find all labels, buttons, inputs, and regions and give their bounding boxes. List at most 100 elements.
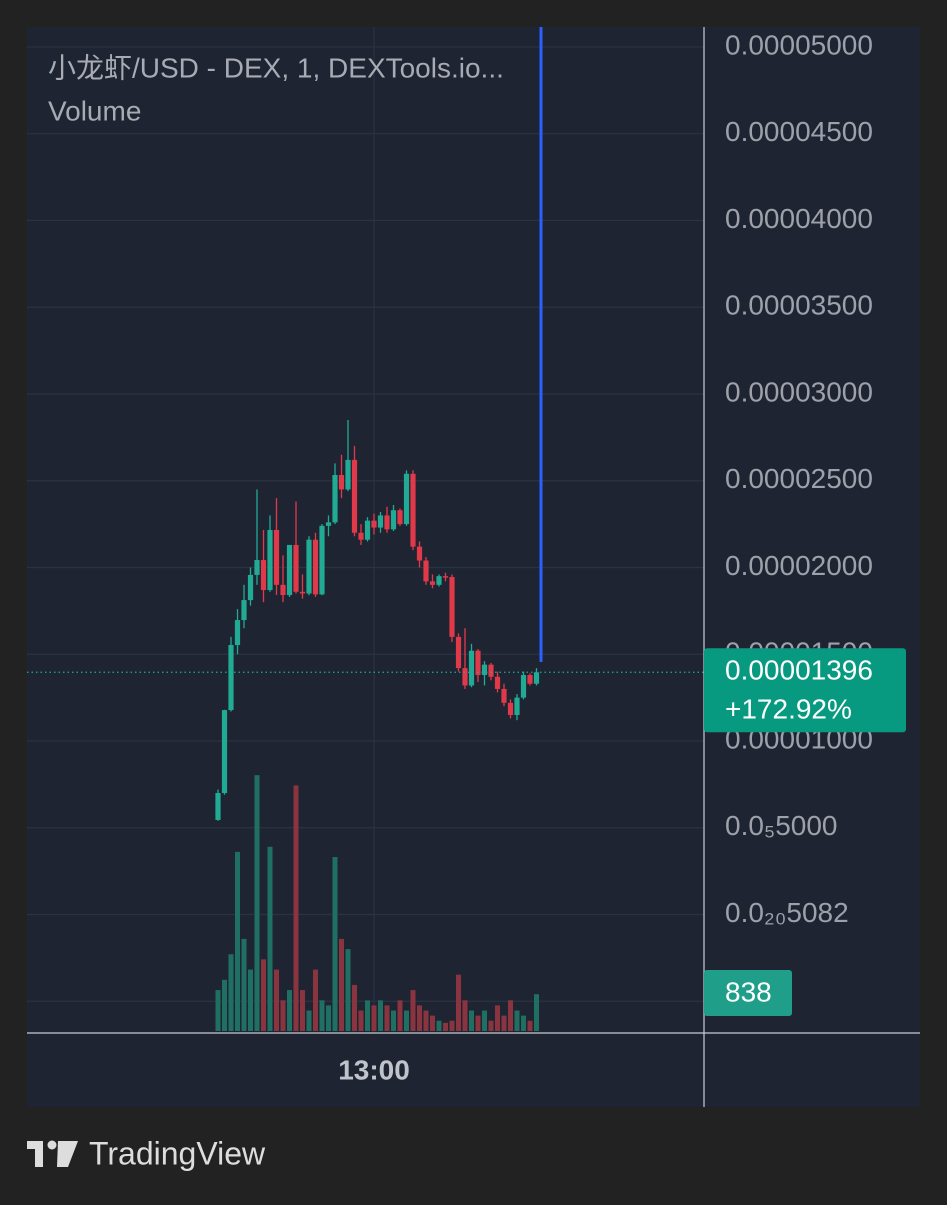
volume-bar — [261, 959, 266, 1031]
candle-body — [403, 473, 410, 525]
candle-body — [436, 576, 442, 585]
candle-body — [377, 515, 384, 528]
candle-body — [293, 544, 299, 592]
volume-pane — [215, 775, 539, 1031]
volume-bar — [521, 1015, 526, 1031]
volume-bar — [391, 1010, 396, 1031]
volume-bar — [228, 954, 234, 1031]
volume-bar — [254, 775, 260, 1031]
y-tick-label: 0.00002500 — [725, 463, 873, 494]
volume-bar — [417, 1005, 422, 1031]
volume-bar — [397, 1000, 403, 1031]
volume-bar — [358, 1010, 364, 1031]
candle-body — [247, 574, 254, 601]
y-tick-label: 0.0₂₀5082 — [725, 897, 849, 928]
volume-bar — [443, 1022, 448, 1031]
candle-body — [410, 473, 416, 547]
volume-badge — [704, 970, 792, 1016]
candle-body — [338, 474, 345, 490]
last-price-label: 0.00001396 — [725, 655, 873, 686]
y-tick-label: 0.00005000 — [725, 29, 873, 60]
candle-body — [228, 645, 234, 711]
volume-bar — [293, 785, 299, 1031]
candle-body — [416, 546, 423, 561]
candle-body — [254, 560, 260, 575]
candle-body — [462, 668, 468, 686]
volume-bar — [495, 1005, 500, 1031]
volume-bar — [384, 1005, 390, 1031]
candle-body — [442, 576, 449, 578]
candle-body — [351, 459, 358, 533]
candle-body — [384, 515, 390, 530]
candle-body — [514, 697, 520, 715]
candle-body — [520, 675, 527, 698]
candle-body — [299, 591, 306, 594]
volume-bar — [534, 994, 539, 1031]
change-label: +172.92% — [725, 694, 852, 725]
volume-bar — [332, 857, 338, 1031]
candle-body — [215, 793, 221, 820]
candle-body — [488, 664, 494, 677]
candles — [215, 419, 540, 821]
volume-bar — [339, 938, 344, 1031]
candle-body — [241, 600, 247, 621]
volume-bar — [423, 1010, 429, 1031]
candle-body — [273, 530, 280, 585]
y-tick-label: 0.00004500 — [725, 116, 873, 147]
y-tick-label: 0.00002000 — [725, 550, 873, 581]
candle-body — [371, 520, 377, 528]
volume-bar — [313, 969, 318, 1031]
volume-bar — [378, 1000, 383, 1031]
volume-bar — [319, 1000, 325, 1031]
candle-body — [533, 672, 540, 684]
volume-label: 838 — [725, 976, 772, 1007]
volume-bar — [514, 1010, 520, 1031]
candle-body — [423, 560, 429, 582]
volume-bar — [508, 1000, 513, 1031]
volume-bar — [345, 949, 351, 1031]
volume-bar — [475, 1015, 481, 1031]
volume-bar — [352, 984, 357, 1031]
y-tick-label: 0.00003000 — [725, 376, 873, 407]
candle-body — [501, 688, 507, 703]
candle-body — [455, 636, 462, 669]
candle-body — [325, 522, 332, 526]
volume-bar — [222, 979, 227, 1031]
candle-body — [319, 525, 325, 595]
volume-bar — [430, 1015, 435, 1031]
volume-bar — [267, 846, 273, 1031]
candle-body — [260, 560, 267, 591]
volume-bar — [462, 1000, 468, 1031]
volume-bar — [274, 969, 279, 1031]
candle-body — [468, 650, 475, 686]
y-tick-label: 0.00004000 — [725, 203, 873, 234]
chart-title: 小龙虾/USD - DEX, 1, DEXTools.io... — [48, 52, 504, 83]
volume-bar — [235, 851, 240, 1031]
x-tick-label: 13:00 — [338, 1054, 410, 1085]
candle-body — [475, 650, 481, 676]
candle-body — [390, 510, 397, 530]
candle-body — [312, 539, 319, 595]
volume-bar — [280, 1000, 286, 1031]
candle-body — [345, 459, 351, 490]
volume-bar — [371, 1005, 377, 1031]
candle-body — [267, 530, 273, 591]
volume-bar — [501, 1015, 507, 1031]
volume-bar — [326, 1005, 331, 1031]
candle-body — [397, 510, 403, 525]
volume-bar — [215, 990, 221, 1031]
volume-bar — [449, 1020, 455, 1031]
candle-body — [234, 620, 241, 646]
candle-body — [306, 539, 312, 594]
candle-body — [364, 520, 371, 540]
candle-body — [358, 532, 364, 540]
badges: 0.00001396 +172.92% 838 — [27, 648, 906, 1016]
candle-body — [507, 702, 514, 715]
y-tick-label: 0.0₅5000 — [725, 810, 838, 841]
volume-bar — [248, 969, 253, 1031]
candle-body — [221, 710, 228, 794]
volume-bar — [404, 1010, 409, 1031]
candle-body — [280, 584, 286, 596]
y-tick-label: 0.00003500 — [725, 290, 873, 321]
